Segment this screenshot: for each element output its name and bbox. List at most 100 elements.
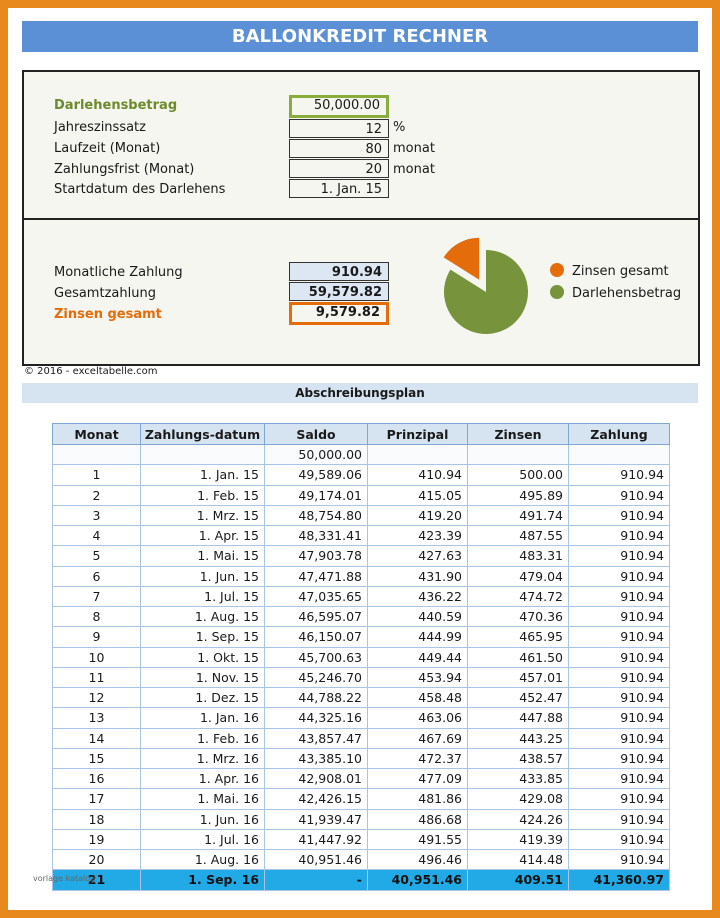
table-cell: 6 bbox=[52, 565, 141, 587]
page-title: BALLONKREDIT RECHNER bbox=[22, 21, 698, 52]
table-cell: 910.94 bbox=[568, 565, 670, 587]
table-cell: 42,908.01 bbox=[264, 767, 368, 790]
table-cell: - bbox=[264, 869, 368, 891]
table-cell: 1. Mrz. 15 bbox=[140, 504, 265, 527]
table-cell: 479.04 bbox=[467, 565, 569, 587]
table-cell: 438.57 bbox=[467, 747, 569, 770]
table-cell: 470.36 bbox=[467, 605, 569, 628]
table-cell: 496.46 bbox=[367, 848, 468, 871]
table-cell: 48,331.41 bbox=[264, 524, 368, 547]
table-cell: 1. Aug. 16 bbox=[140, 848, 265, 871]
table-row: 16 1. Apr. 16 42,908.01 477.09 433.85 910.94 bbox=[52, 767, 670, 790]
table-cell: 910.94 bbox=[568, 666, 670, 689]
pie-slice-interest bbox=[443, 237, 480, 280]
table-cell: 910.94 bbox=[568, 484, 670, 506]
table-cell: 9 bbox=[52, 626, 141, 648]
table-cell: 415.05 bbox=[367, 484, 468, 506]
table-cell: 46,595.07 bbox=[264, 605, 368, 628]
total-payment-value: 59,579.82 bbox=[289, 282, 389, 301]
table-cell: 41,447.92 bbox=[264, 828, 368, 851]
start-date-field[interactable]: 1. Jan. 15 bbox=[289, 179, 389, 198]
panel-divider bbox=[24, 218, 698, 220]
table-cell: 3 bbox=[52, 504, 141, 527]
loan-amount-field[interactable]: 50,000.00 bbox=[289, 95, 389, 118]
table-cell: 47,471.88 bbox=[264, 565, 368, 587]
payment-period-unit: monat bbox=[393, 162, 435, 177]
table-cell: 2 bbox=[52, 484, 141, 506]
table-row: 7 1. Jul. 15 47,035.65 436.22 474.72 910.94 bbox=[52, 585, 670, 608]
payment-period-field[interactable]: 20 bbox=[289, 159, 389, 178]
term-label: Laufzeit (Monat) bbox=[54, 141, 161, 156]
monthly-payment-label: Monatliche Zahlung bbox=[54, 265, 183, 280]
table-cell: 42,426.15 bbox=[264, 788, 368, 810]
table-cell: 461.50 bbox=[467, 646, 569, 668]
table-cell: 474.72 bbox=[467, 585, 569, 608]
table-cell: 1. Jun. 16 bbox=[140, 808, 265, 830]
term-field[interactable]: 80 bbox=[289, 139, 389, 158]
column-header: Zahlungs-datum bbox=[140, 423, 265, 445]
table-cell: 1. Okt. 15 bbox=[140, 646, 265, 668]
table-cell: 457.01 bbox=[467, 666, 569, 689]
pie-slice-loan bbox=[444, 250, 528, 334]
table-cell bbox=[467, 443, 569, 466]
table-cell: 12 bbox=[52, 686, 141, 709]
table-cell: 410.94 bbox=[367, 464, 468, 486]
table-cell: 45,700.63 bbox=[264, 646, 368, 668]
table-cell: 16 bbox=[52, 767, 141, 790]
term-unit: monat bbox=[393, 141, 435, 156]
table-cell: 483.31 bbox=[467, 545, 569, 567]
table-cell: 1. Mrz. 16 bbox=[140, 747, 265, 770]
annual-rate-label: Jahreszinssatz bbox=[54, 120, 146, 135]
table-cell: 910.94 bbox=[568, 747, 670, 770]
table-cell: 4 bbox=[52, 524, 141, 547]
opening-balance-row: 50,000.00 bbox=[52, 443, 670, 466]
table-cell: 440.59 bbox=[367, 605, 468, 628]
table-cell: 47,903.78 bbox=[264, 545, 368, 567]
table-cell: 447.88 bbox=[467, 707, 569, 729]
table-cell: 1. Jan. 16 bbox=[140, 707, 265, 729]
table-cell: 13 bbox=[52, 707, 141, 729]
table-row: 5 1. Mai. 15 47,903.78 427.63 483.31 910.94 bbox=[52, 545, 670, 567]
legend-interest-label: Zinsen gesamt bbox=[572, 264, 669, 279]
table-cell: 910.94 bbox=[568, 686, 670, 709]
table-cell: 40,951.46 bbox=[264, 848, 368, 871]
table-cell: 1. Mai. 16 bbox=[140, 788, 265, 810]
table-row: 14 1. Feb. 16 43,857.47 467.69 443.25 910.94 bbox=[52, 727, 670, 749]
table-cell: 43,857.47 bbox=[264, 727, 368, 749]
table-cell: 463.06 bbox=[367, 707, 468, 729]
table-cell: 40,951.46 bbox=[367, 869, 468, 891]
table-row: 17 1. Mai. 16 42,426.15 481.86 429.08 910.94 bbox=[52, 788, 670, 810]
table-cell: 467.69 bbox=[367, 727, 468, 749]
table-cell: 49,174.01 bbox=[264, 484, 368, 506]
table-cell: 49,589.06 bbox=[264, 464, 368, 486]
table-cell: 41,360.97 bbox=[568, 869, 670, 891]
table-row: 19 1. Jul. 16 41,447.92 491.55 419.39 910.94 bbox=[52, 828, 670, 851]
table-cell: 449.44 bbox=[367, 646, 468, 668]
total-payment-label: Gesamtzahlung bbox=[54, 286, 156, 301]
table-cell: 1. Jul. 16 bbox=[140, 828, 265, 851]
table-cell: 486.68 bbox=[367, 808, 468, 830]
table-cell: 1. Nov. 15 bbox=[140, 666, 265, 689]
table-cell: 409.51 bbox=[467, 869, 569, 891]
legend-loan-label: Darlehensbetrag bbox=[572, 286, 682, 301]
table-cell: 477.09 bbox=[367, 767, 468, 790]
table-cell: 18 bbox=[52, 808, 141, 830]
annual-rate-field[interactable]: 12 bbox=[289, 119, 389, 138]
table-cell: 423.39 bbox=[367, 524, 468, 547]
table-cell: 910.94 bbox=[568, 585, 670, 608]
table-cell: 1. Aug. 15 bbox=[140, 605, 265, 628]
table-cell bbox=[367, 443, 468, 466]
table-cell: 21 bbox=[52, 869, 141, 891]
table-cell: 419.39 bbox=[467, 828, 569, 851]
table-row: 2 1. Feb. 15 49,174.01 415.05 495.89 910.94 bbox=[52, 484, 670, 506]
table-cell: 910.94 bbox=[568, 848, 670, 871]
table-cell: 41,939.47 bbox=[264, 808, 368, 830]
table-row: 18 1. Jun. 16 41,939.47 486.68 424.26 910.94 bbox=[52, 808, 670, 830]
table-cell bbox=[52, 443, 141, 466]
pie-chart bbox=[443, 237, 528, 334]
table-row: 12 1. Dez. 15 44,788.22 458.48 452.47 910.94 bbox=[52, 686, 670, 709]
table-row: 9 1. Sep. 15 46,150.07 444.99 465.95 910.94 bbox=[52, 626, 670, 648]
table-cell: 44,325.16 bbox=[264, 707, 368, 729]
column-header: Prinzipal bbox=[367, 423, 468, 445]
table-cell: 1. Mai. 15 bbox=[140, 545, 265, 567]
